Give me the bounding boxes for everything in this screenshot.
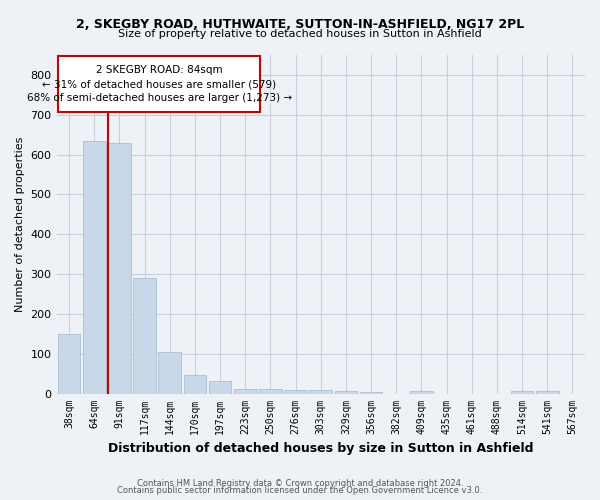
Bar xyxy=(108,144,131,394)
Bar xyxy=(310,390,332,394)
Bar xyxy=(209,381,232,394)
Bar xyxy=(58,334,80,394)
Bar xyxy=(410,391,433,394)
Bar xyxy=(335,391,357,394)
Bar xyxy=(259,389,282,394)
Bar xyxy=(284,390,307,394)
FancyBboxPatch shape xyxy=(58,56,260,112)
Text: Contains HM Land Registry data © Crown copyright and database right 2024.: Contains HM Land Registry data © Crown c… xyxy=(137,478,463,488)
Bar xyxy=(158,352,181,394)
Text: Contains public sector information licensed under the Open Government Licence v3: Contains public sector information licen… xyxy=(118,486,482,495)
Bar xyxy=(133,278,156,394)
Bar xyxy=(234,389,257,394)
Bar xyxy=(536,391,559,394)
Bar xyxy=(511,391,533,394)
Bar xyxy=(360,392,382,394)
Y-axis label: Number of detached properties: Number of detached properties xyxy=(15,136,25,312)
X-axis label: Distribution of detached houses by size in Sutton in Ashfield: Distribution of detached houses by size … xyxy=(108,442,533,455)
Bar xyxy=(83,140,106,394)
Text: 2, SKEGBY ROAD, HUTHWAITE, SUTTON-IN-ASHFIELD, NG17 2PL: 2, SKEGBY ROAD, HUTHWAITE, SUTTON-IN-ASH… xyxy=(76,18,524,30)
Bar xyxy=(184,375,206,394)
Text: 2 SKEGBY ROAD: 84sqm
← 31% of detached houses are smaller (579)
68% of semi-deta: 2 SKEGBY ROAD: 84sqm ← 31% of detached h… xyxy=(26,65,292,103)
Text: Size of property relative to detached houses in Sutton in Ashfield: Size of property relative to detached ho… xyxy=(118,29,482,39)
